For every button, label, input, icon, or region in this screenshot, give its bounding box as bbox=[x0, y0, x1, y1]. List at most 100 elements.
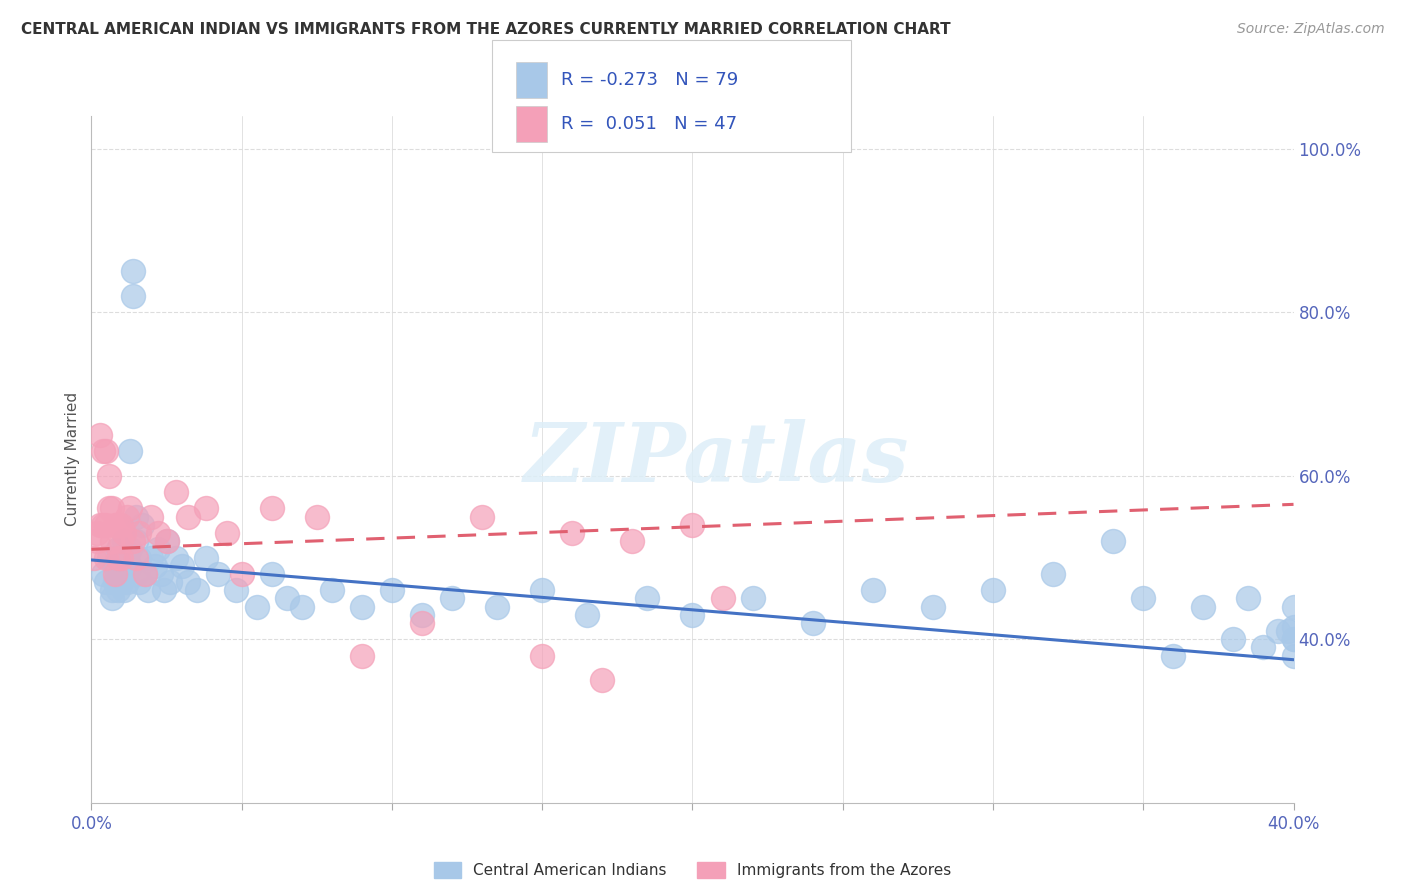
Point bbox=[260, 566, 283, 581]
Point bbox=[591, 673, 613, 688]
Point bbox=[107, 566, 129, 581]
Text: ZIPatlas: ZIPatlas bbox=[524, 419, 910, 500]
Point bbox=[149, 566, 172, 581]
Point bbox=[125, 534, 148, 549]
Point bbox=[125, 566, 148, 581]
Point bbox=[86, 534, 108, 549]
Point bbox=[176, 575, 198, 590]
Point bbox=[143, 558, 166, 573]
Point bbox=[104, 517, 127, 532]
Point bbox=[1282, 632, 1305, 647]
Point bbox=[122, 534, 145, 549]
Point bbox=[194, 550, 217, 565]
Point bbox=[741, 591, 763, 606]
Point bbox=[107, 517, 129, 532]
Point bbox=[86, 526, 108, 541]
Point bbox=[1192, 599, 1215, 614]
Text: R = -0.273   N = 79: R = -0.273 N = 79 bbox=[561, 71, 738, 89]
Point bbox=[83, 550, 105, 565]
Point bbox=[1267, 624, 1289, 639]
Point bbox=[246, 599, 269, 614]
Point bbox=[146, 542, 169, 557]
Point bbox=[101, 501, 124, 516]
Point bbox=[159, 575, 181, 590]
Point bbox=[146, 526, 169, 541]
Point bbox=[636, 591, 658, 606]
Point bbox=[125, 509, 148, 524]
Point bbox=[96, 550, 118, 565]
Point bbox=[138, 583, 160, 598]
Point bbox=[215, 526, 238, 541]
Point bbox=[1102, 534, 1125, 549]
Point bbox=[107, 583, 129, 598]
Point bbox=[1282, 648, 1305, 663]
Point bbox=[89, 517, 111, 532]
Point bbox=[104, 558, 127, 573]
Point bbox=[114, 583, 136, 598]
Point bbox=[486, 599, 509, 614]
Point bbox=[114, 566, 136, 581]
Point bbox=[93, 444, 115, 458]
Point bbox=[107, 542, 129, 557]
Point bbox=[107, 550, 129, 565]
Point bbox=[104, 575, 127, 590]
Point bbox=[260, 501, 283, 516]
Point bbox=[176, 509, 198, 524]
Point bbox=[155, 534, 177, 549]
Point bbox=[96, 575, 118, 590]
Point bbox=[89, 428, 111, 442]
Point bbox=[101, 583, 124, 598]
Point bbox=[170, 558, 193, 573]
Y-axis label: Currently Married: Currently Married bbox=[65, 392, 80, 526]
Point bbox=[862, 583, 884, 598]
Point bbox=[711, 591, 734, 606]
Point bbox=[1042, 566, 1064, 581]
Point bbox=[125, 550, 148, 565]
Point bbox=[110, 517, 132, 532]
Point bbox=[117, 550, 139, 565]
Point bbox=[1161, 648, 1184, 663]
Point bbox=[101, 534, 124, 549]
Point bbox=[225, 583, 247, 598]
Point bbox=[120, 501, 142, 516]
Point bbox=[291, 599, 314, 614]
Point bbox=[576, 607, 599, 622]
Point bbox=[122, 264, 145, 278]
Point bbox=[120, 444, 142, 458]
Point bbox=[531, 648, 554, 663]
Point bbox=[93, 566, 115, 581]
Point bbox=[207, 566, 229, 581]
Point bbox=[621, 534, 644, 549]
Point bbox=[141, 550, 163, 565]
Point bbox=[104, 566, 127, 581]
Point bbox=[114, 526, 136, 541]
Point bbox=[1253, 640, 1275, 655]
Point bbox=[128, 526, 150, 541]
Point bbox=[96, 517, 118, 532]
Point bbox=[128, 575, 150, 590]
Point bbox=[134, 566, 156, 581]
Point bbox=[681, 517, 703, 532]
Point bbox=[350, 648, 373, 663]
Point bbox=[440, 591, 463, 606]
Point bbox=[110, 558, 132, 573]
Point bbox=[801, 615, 824, 630]
Legend: Central American Indians, Immigrants from the Azores: Central American Indians, Immigrants fro… bbox=[427, 855, 957, 885]
Point bbox=[922, 599, 945, 614]
Point bbox=[117, 509, 139, 524]
Text: Source: ZipAtlas.com: Source: ZipAtlas.com bbox=[1237, 22, 1385, 37]
Point bbox=[471, 509, 494, 524]
Point bbox=[321, 583, 343, 598]
Point bbox=[141, 509, 163, 524]
Text: CENTRAL AMERICAN INDIAN VS IMMIGRANTS FROM THE AZORES CURRENTLY MARRIED CORRELAT: CENTRAL AMERICAN INDIAN VS IMMIGRANTS FR… bbox=[21, 22, 950, 37]
Point bbox=[411, 615, 433, 630]
Point bbox=[110, 534, 132, 549]
Point bbox=[155, 534, 177, 549]
Point bbox=[120, 542, 142, 557]
Point bbox=[350, 599, 373, 614]
Point bbox=[305, 509, 328, 524]
Point bbox=[152, 583, 174, 598]
Point bbox=[110, 550, 132, 565]
Point bbox=[681, 607, 703, 622]
Point bbox=[131, 517, 153, 532]
